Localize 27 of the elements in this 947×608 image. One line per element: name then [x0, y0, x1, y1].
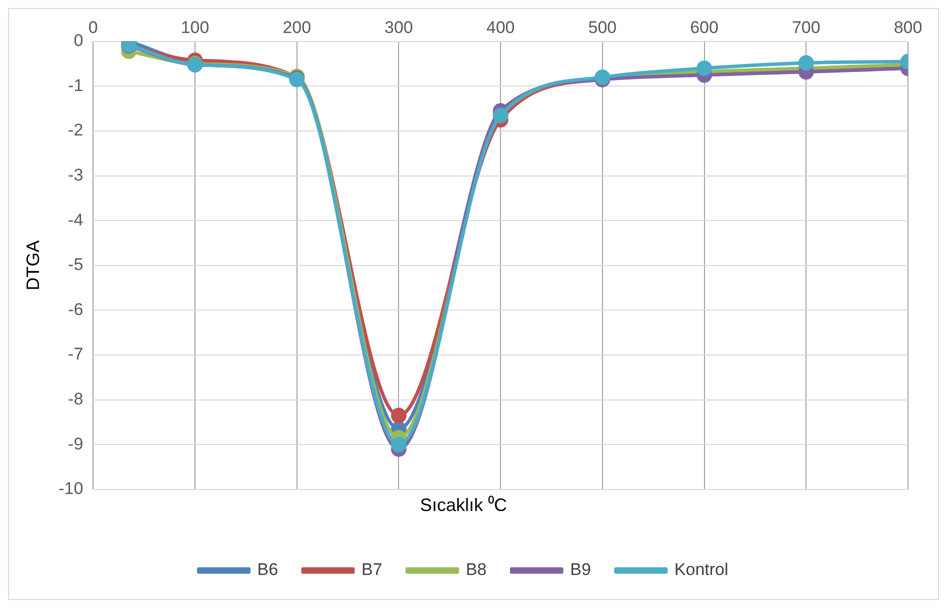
legend-label: B6	[257, 560, 278, 580]
x-tick-label: 100	[180, 18, 210, 37]
y-tick-label: -2	[68, 120, 84, 140]
legend-label: B8	[466, 560, 487, 580]
y-axis-title: DTGA	[22, 240, 43, 290]
y-tick-label: -7	[68, 344, 84, 364]
x-tick-label: 700	[792, 18, 820, 37]
y-tick-label: -4	[68, 210, 84, 230]
y-tick-label: -5	[68, 255, 84, 274]
x-tick-label: 600	[690, 18, 718, 37]
y-tick-label: -1	[68, 76, 84, 95]
x-tick-label: 800	[894, 18, 922, 37]
x-tick-label: 200	[282, 18, 312, 37]
y-tick-label: -6	[68, 300, 84, 319]
y-tick-label: -3	[68, 165, 84, 184]
y-tick-label: -8	[68, 389, 84, 408]
y-tick-label: 0	[74, 31, 84, 50]
x-tick-label: 0	[88, 18, 98, 37]
legend-label: B7	[362, 560, 382, 580]
legend-label: Kontrol	[674, 560, 728, 580]
y-tick-label: -9	[68, 434, 84, 454]
legend-label: B9	[570, 560, 591, 580]
x-tick-label: 400	[486, 18, 515, 37]
x-tick-label: 500	[588, 18, 617, 37]
x-tick-label: 300	[384, 18, 413, 37]
x-axis-title: Sıcaklık ⁰C	[420, 495, 508, 516]
y-tick-label: -10	[58, 479, 84, 498]
